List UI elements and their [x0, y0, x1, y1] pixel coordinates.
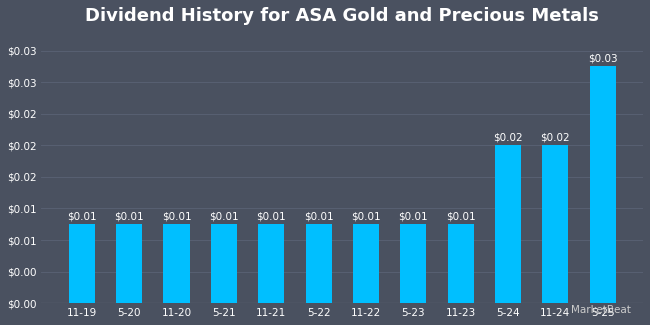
- Text: $0.02: $0.02: [541, 132, 570, 142]
- Bar: [69, 224, 95, 303]
- Bar: [400, 224, 426, 303]
- Text: $0.01: $0.01: [256, 211, 286, 221]
- Text: $0.01: $0.01: [209, 211, 239, 221]
- Bar: [495, 145, 521, 303]
- Text: $0.02: $0.02: [493, 132, 523, 142]
- Bar: [164, 224, 190, 303]
- Text: $0.01: $0.01: [446, 211, 475, 221]
- Bar: [116, 224, 142, 303]
- Text: $0.01: $0.01: [398, 211, 428, 221]
- Title: Dividend History for ASA Gold and Precious Metals: Dividend History for ASA Gold and Precio…: [85, 7, 599, 25]
- Bar: [542, 145, 568, 303]
- Bar: [306, 224, 332, 303]
- Text: $0.01: $0.01: [162, 211, 191, 221]
- Text: MarketBeat: MarketBeat: [571, 305, 630, 315]
- Bar: [258, 224, 284, 303]
- Text: $0.01: $0.01: [351, 211, 381, 221]
- Text: $0.03: $0.03: [588, 53, 618, 63]
- Bar: [590, 66, 616, 303]
- Text: $0.01: $0.01: [67, 211, 97, 221]
- Bar: [353, 224, 379, 303]
- Text: $0.01: $0.01: [114, 211, 144, 221]
- Bar: [211, 224, 237, 303]
- Bar: [448, 224, 474, 303]
- Text: $0.01: $0.01: [304, 211, 333, 221]
